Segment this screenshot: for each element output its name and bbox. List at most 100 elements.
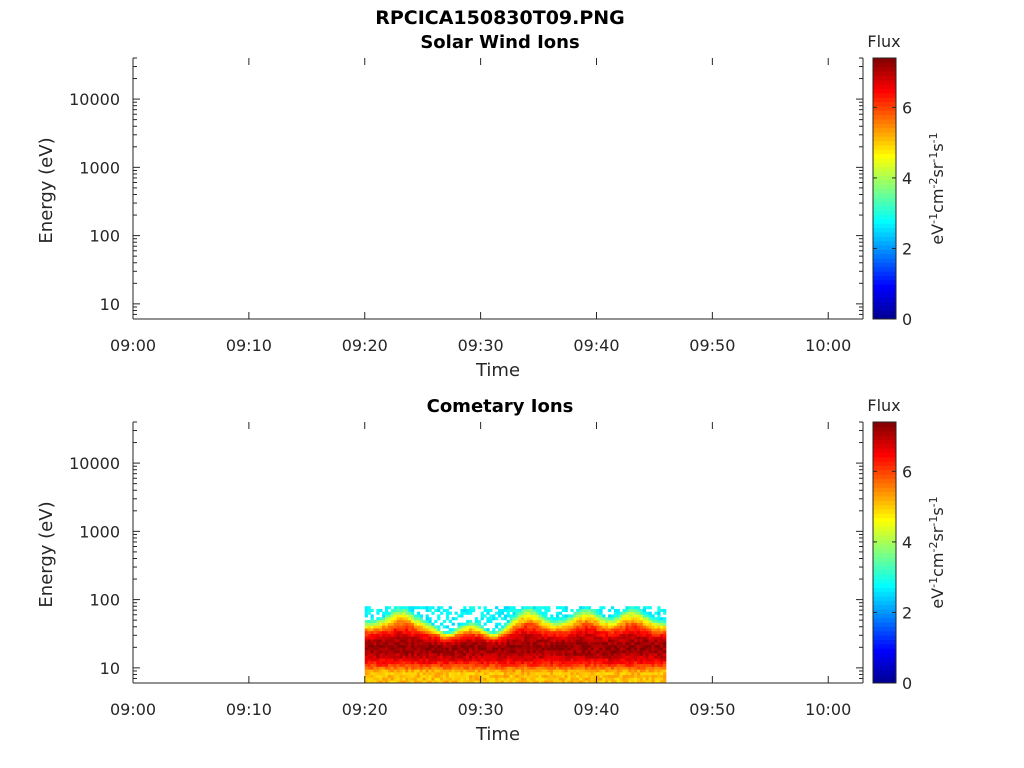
heatmap-cell: [393, 611, 397, 615]
heatmap-cell: [503, 617, 507, 621]
heatmap-cell: [555, 633, 560, 637]
heatmap-cell: [373, 661, 377, 665]
heatmap-cell: [469, 633, 473, 637]
heatmap-cell: [532, 658, 536, 662]
heatmap-cell: [602, 677, 606, 681]
heatmap-cell: [587, 614, 591, 618]
colorbar-unit-label: eV-1cm-2sr-1s-1: [927, 496, 948, 608]
heatmap-cell: [515, 639, 519, 643]
heatmap-cell: [373, 677, 377, 681]
heatmap-cell: [550, 680, 554, 684]
heatmap-cell: [631, 644, 635, 648]
heatmap-cell: [642, 614, 647, 618]
heatmap-cell: [495, 672, 499, 676]
heatmap-cell: [639, 666, 644, 670]
heatmap-cell: [521, 644, 525, 648]
heatmap-cell: [660, 644, 664, 648]
heatmap-cell: [382, 639, 386, 643]
heatmap-cell: [576, 611, 580, 615]
heatmap-cell: [631, 663, 635, 667]
heatmap-cell: [396, 647, 400, 651]
heatmap-cell: [405, 608, 409, 612]
heatmap-cell: [454, 628, 458, 632]
heatmap-cell: [639, 622, 644, 626]
heatmap-cell: [503, 663, 507, 667]
heatmap-cell: [477, 639, 481, 643]
heatmap-cell: [532, 677, 536, 681]
heatmap-cell: [419, 669, 423, 673]
heatmap-cell: [498, 661, 502, 665]
heatmap-cell: [602, 650, 606, 654]
heatmap-cell: [582, 658, 586, 662]
heatmap-cell: [570, 672, 574, 676]
heatmap-cell: [550, 652, 554, 656]
heatmap-cell: [657, 636, 661, 640]
heatmap-cell: [376, 630, 380, 634]
heatmap-cell: [483, 636, 487, 640]
heatmap-cell: [495, 625, 499, 629]
colorbar-segment: [873, 188, 896, 194]
heatmap-cell: [579, 677, 583, 681]
heatmap-cell: [515, 674, 519, 678]
heatmap-cell: [474, 619, 479, 623]
heatmap-cell: [457, 663, 461, 667]
heatmap-cell: [413, 674, 418, 678]
heatmap-cell: [590, 655, 594, 659]
heatmap-cell: [498, 611, 502, 615]
heatmap-cell: [434, 633, 438, 637]
heatmap-cell: [515, 622, 519, 626]
heatmap-cell: [521, 617, 525, 621]
heatmap-cell: [396, 652, 400, 656]
heatmap-cell: [625, 674, 629, 678]
heatmap-cell: [500, 661, 505, 665]
heatmap-cell: [428, 644, 432, 648]
heatmap-cell: [654, 658, 658, 662]
heatmap-cell: [405, 628, 409, 632]
heatmap-cell: [524, 617, 528, 621]
heatmap-cell: [413, 644, 418, 648]
heatmap-cell: [660, 608, 664, 612]
heatmap-cell: [498, 641, 502, 645]
heatmap-cell: [631, 677, 635, 681]
heatmap-cell: [416, 661, 421, 665]
heatmap-cell: [616, 625, 620, 629]
heatmap-cell: [524, 674, 528, 678]
heatmap-cell: [628, 650, 632, 654]
heatmap-cell: [631, 680, 635, 684]
heatmap-cell: [576, 641, 580, 645]
heatmap-cell: [489, 669, 493, 673]
heatmap-cell: [561, 658, 565, 662]
heatmap-cell: [570, 636, 574, 640]
heatmap-cell: [474, 650, 479, 654]
heatmap-cell: [385, 628, 389, 632]
heatmap-cell: [619, 677, 623, 681]
heatmap-cell: [431, 606, 435, 610]
heatmap-cell: [483, 661, 487, 665]
heatmap-cell: [553, 630, 557, 634]
heatmap-cell: [364, 644, 368, 648]
heatmap-cell: [367, 672, 371, 676]
heatmap-cell: [425, 606, 429, 610]
heatmap-cell: [434, 669, 438, 673]
heatmap-cell: [593, 666, 597, 670]
heatmap-cell: [448, 619, 452, 623]
heatmap-cell: [564, 655, 568, 659]
heatmap-cell: [555, 606, 560, 610]
heatmap-cell: [390, 617, 395, 621]
heatmap-cell: [434, 636, 438, 640]
heatmap-cell: [529, 614, 534, 618]
heatmap-cell: [477, 663, 481, 667]
heatmap-cell: [599, 625, 603, 629]
heatmap-cell: [448, 633, 452, 637]
heatmap-cell: [480, 641, 484, 645]
heatmap-cell: [564, 617, 568, 621]
heatmap-cell: [553, 669, 557, 673]
heatmap-cell: [602, 661, 606, 665]
x-tick-label: 09:40: [573, 336, 619, 355]
heatmap-cell: [428, 663, 432, 667]
heatmap-cell: [515, 614, 519, 618]
heatmap-cell: [529, 658, 534, 662]
heatmap-cell: [579, 661, 583, 665]
heatmap-cell: [544, 636, 548, 640]
heatmap-cell: [364, 655, 368, 659]
